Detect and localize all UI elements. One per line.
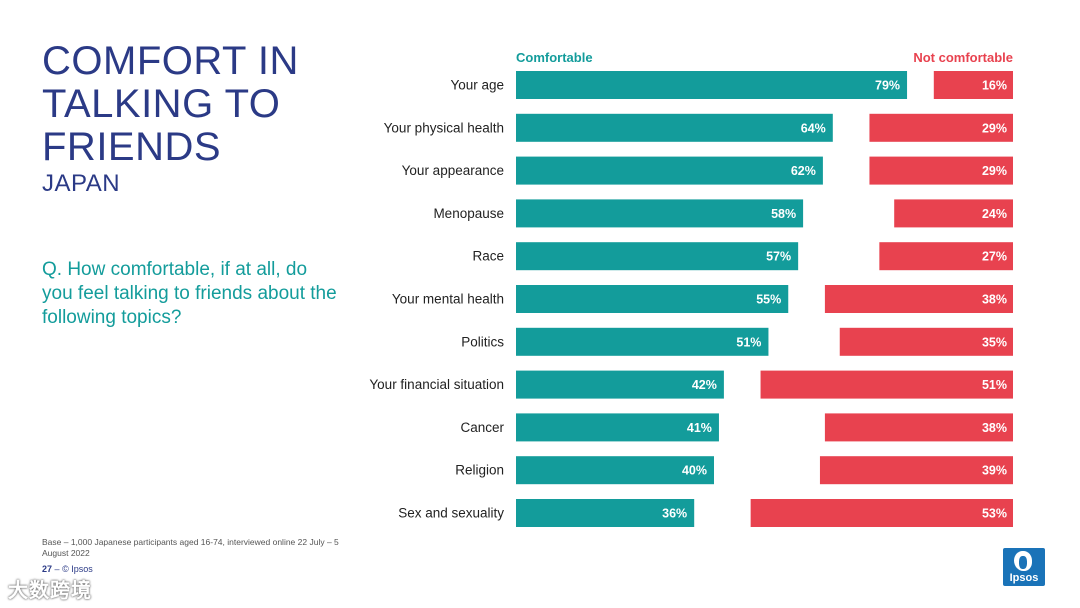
category-label-your-appearance: Your appearance (402, 163, 504, 178)
bar-not-comfortable-your-physical-health (869, 113, 1013, 142)
bar-comfortable-your-appearance (516, 156, 823, 185)
bar-not-comfortable-your-mental-health (824, 285, 1013, 313)
category-label-menopause: Menopause (433, 206, 504, 221)
bar-not-comfortable-your-age (933, 71, 1013, 99)
footer: 27 – © Ipsos (42, 564, 93, 574)
survey-question: Q. How comfortable, if at all, do you fe… (42, 259, 337, 328)
legend-comfortable: Comfortable (516, 50, 593, 65)
bar-not-comfortable-your-financial-situation (760, 370, 1013, 399)
value-comfortable-menopause: 58% (771, 207, 796, 221)
category-label-politics: Politics (461, 334, 504, 349)
slide-title: COMFORT IN TALKING TO FRIENDS (42, 40, 299, 169)
title-line-3: FRIENDS (42, 125, 222, 169)
bar-not-comfortable-your-appearance (869, 156, 1013, 185)
bar-comfortable-race (516, 242, 799, 271)
logo-text: Ipsos (1009, 572, 1039, 584)
bar-not-comfortable-race (879, 242, 1013, 271)
bar-comfortable-your-age (516, 71, 908, 99)
value-not-comfortable-sex-and-sexuality: 53% (982, 507, 1007, 521)
bar-not-comfortable-cancer (824, 413, 1013, 442)
category-label-sex-and-sexuality: Sex and sexuality (398, 506, 504, 521)
value-comfortable-cancer: 41% (687, 421, 712, 435)
value-not-comfortable-race: 27% (982, 250, 1007, 264)
category-label-your-age: Your age (450, 78, 504, 93)
value-comfortable-your-mental-health: 55% (756, 293, 781, 307)
value-comfortable-politics: 51% (736, 335, 761, 349)
value-not-comfortable-religion: 39% (982, 464, 1007, 478)
watermark: 大数跨境 (8, 580, 92, 602)
value-not-comfortable-your-appearance: 29% (982, 164, 1007, 178)
footer-dash: – (54, 564, 60, 574)
bar-comfortable-politics (516, 327, 769, 356)
bar-comfortable-your-mental-health (516, 285, 789, 313)
value-comfortable-religion: 40% (682, 464, 707, 478)
value-comfortable-your-financial-situation: 42% (692, 378, 717, 392)
slide-subtitle: JAPAN (42, 170, 121, 197)
value-comfortable-your-age: 79% (875, 79, 900, 93)
bar-comfortable-sex-and-sexuality (516, 499, 695, 527)
bar-not-comfortable-religion (819, 456, 1013, 485)
bar-comfortable-religion (516, 456, 714, 485)
bar-comfortable-your-financial-situation (516, 370, 724, 399)
category-label-religion: Religion (455, 463, 504, 478)
copyright: © Ipsos (62, 564, 93, 574)
value-comfortable-sex-and-sexuality: 36% (662, 507, 687, 521)
bar-not-comfortable-politics (839, 327, 1013, 356)
category-label-race: Race (472, 249, 504, 264)
title-line-2: TALKING TO (42, 82, 281, 126)
value-not-comfortable-your-age: 16% (982, 79, 1007, 93)
value-comfortable-race: 57% (766, 250, 791, 264)
bar-not-comfortable-menopause (894, 199, 1013, 228)
logo-mark-inner (1019, 556, 1027, 569)
value-not-comfortable-cancer: 38% (982, 421, 1007, 435)
value-not-comfortable-your-physical-health: 29% (982, 121, 1007, 135)
value-not-comfortable-your-financial-situation: 51% (982, 378, 1007, 392)
bar-comfortable-your-physical-health (516, 113, 833, 142)
value-not-comfortable-politics: 35% (982, 335, 1007, 349)
value-comfortable-your-physical-health: 64% (801, 121, 826, 135)
value-not-comfortable-menopause: 24% (982, 207, 1007, 221)
bar-not-comfortable-sex-and-sexuality (750, 499, 1013, 527)
ipsos-logo: Ipsos (1003, 548, 1045, 586)
category-label-your-physical-health: Your physical health (384, 120, 504, 135)
category-label-cancer: Cancer (460, 420, 504, 435)
page-number: 27 (42, 564, 53, 574)
bar-comfortable-menopause (516, 199, 804, 228)
base-note: Base – 1,000 Japanese participants aged … (42, 537, 339, 558)
value-comfortable-your-appearance: 62% (791, 164, 816, 178)
title-line-1: COMFORT IN (42, 39, 299, 83)
bar-comfortable-cancer (516, 413, 719, 442)
value-not-comfortable-your-mental-health: 38% (982, 293, 1007, 307)
legend-not-comfortable: Not comfortable (913, 50, 1013, 65)
category-label-your-mental-health: Your mental health (392, 292, 504, 307)
category-label-your-financial-situation: Your financial situation (369, 377, 504, 392)
